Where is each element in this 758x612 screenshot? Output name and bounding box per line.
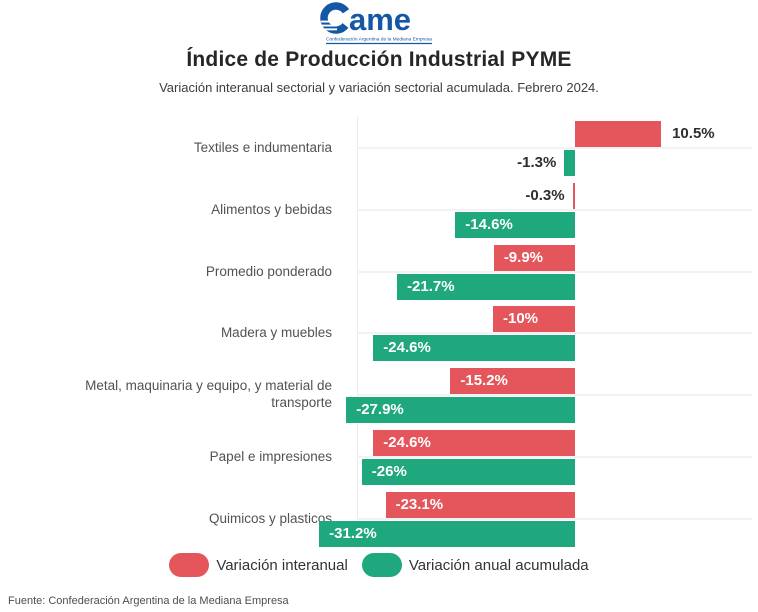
came-logo: ame Confederación Argentina de la Median… <box>0 2 758 46</box>
category-label: Madera y muebles <box>220 324 332 340</box>
legend-label-interanual: Variación interanual <box>216 556 348 574</box>
gridline <box>357 271 752 273</box>
chart-legend: Variación interanual Variación anual acu… <box>0 553 758 577</box>
came-logo-graphic: ame Confederación Argentina de la Median… <box>320 2 432 45</box>
gridline <box>357 209 752 211</box>
acumulada-bar <box>564 150 575 176</box>
logo-stripe <box>321 20 338 23</box>
gridline <box>357 518 752 520</box>
chart-subtitle: Variación interanual sectorial y variaci… <box>159 80 599 95</box>
acumulada-bar <box>455 212 575 238</box>
value-label: -0.3% <box>525 187 565 204</box>
value-label: -10% <box>503 310 539 327</box>
logo-wordmark: ame <box>349 2 411 37</box>
chart-title: Índice de Producción Industrial PYME <box>186 48 572 71</box>
legend-swatch-interanual-icon <box>169 553 210 577</box>
value-label: -21.7% <box>407 278 455 295</box>
category-label: Metal, maquinaria y equipo, y material d… <box>85 378 332 410</box>
category-label: Textiles e indumentaria <box>193 139 332 155</box>
y-axis-line <box>357 116 358 547</box>
logo-stripe <box>321 24 337 27</box>
category-label: Promedio ponderado <box>205 263 332 279</box>
logo-c-icon <box>320 2 352 34</box>
legend-item-interanual: Variación interanual <box>169 553 348 577</box>
category-label: Papel e impresiones <box>209 448 332 464</box>
gridline <box>357 147 752 149</box>
acumulada-bar <box>319 521 575 547</box>
gridline <box>357 394 752 396</box>
value-label: -15.2% <box>460 372 508 389</box>
value-label: 10.5% <box>672 125 715 142</box>
acumulada-bar <box>373 335 575 361</box>
interanual-bar <box>572 183 575 209</box>
category-label: Alimentos y bebidas <box>211 201 332 217</box>
legend-swatch-acumulada-icon <box>361 553 402 577</box>
interanual-bar <box>493 306 575 332</box>
acumulada-bar <box>346 397 575 423</box>
acumulada-bar <box>361 459 575 485</box>
value-label: -24.6% <box>383 434 431 451</box>
value-label: -9.9% <box>503 249 543 266</box>
value-label: -1.3% <box>517 154 557 171</box>
interanual-bar <box>493 245 575 271</box>
value-label: -23.1% <box>395 496 444 513</box>
category-label: Quimicos y plasticos <box>208 510 332 526</box>
value-label: -24.6% <box>383 339 431 356</box>
value-label: -27.9% <box>356 401 404 418</box>
interanual-bar <box>575 121 662 147</box>
legend-label-acumulada: Variación anual acumulada <box>408 556 589 574</box>
logo-tagline: Confederación Argentina de la Mediana Em… <box>326 37 432 42</box>
gridline <box>357 332 752 334</box>
source-note: Fuente: Confederación Argentina de la Me… <box>8 595 289 607</box>
logo-stripe <box>323 28 337 31</box>
value-label: -14.6% <box>465 216 513 233</box>
legend-item-acumulada: Variación anual acumulada <box>361 553 589 577</box>
value-label: -31.2% <box>329 525 377 542</box>
value-label: -26% <box>371 463 407 480</box>
interanual-bar <box>385 492 575 518</box>
gridline <box>357 456 752 458</box>
interanual-bar <box>373 430 575 456</box>
acumulada-bar <box>397 274 575 300</box>
interanual-bar <box>450 368 575 394</box>
